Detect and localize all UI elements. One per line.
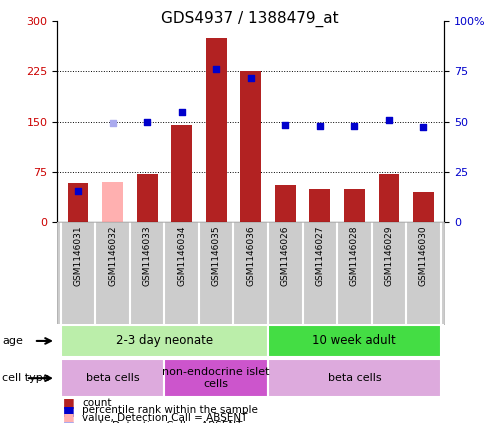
Text: GSM1146027: GSM1146027 <box>315 225 324 286</box>
Text: GSM1146031: GSM1146031 <box>73 225 83 286</box>
Text: 10 week adult: 10 week adult <box>312 335 396 347</box>
Bar <box>61 325 268 357</box>
Point <box>74 187 82 194</box>
Bar <box>102 182 123 222</box>
Text: GSM1146029: GSM1146029 <box>384 225 393 286</box>
Text: ■: ■ <box>62 396 74 409</box>
Bar <box>137 174 158 222</box>
Text: percentile rank within the sample: percentile rank within the sample <box>82 405 258 415</box>
Bar <box>68 183 88 222</box>
Bar <box>61 360 165 397</box>
Text: GSM1146035: GSM1146035 <box>212 225 221 286</box>
Bar <box>275 185 295 222</box>
Text: GSM1146034: GSM1146034 <box>177 225 186 286</box>
Point <box>419 124 427 130</box>
Text: beta cells: beta cells <box>327 373 381 383</box>
Text: value, Detection Call = ABSENT: value, Detection Call = ABSENT <box>82 413 248 423</box>
Bar <box>309 189 330 222</box>
Point <box>316 123 324 130</box>
Point <box>247 75 255 82</box>
Bar <box>171 125 192 222</box>
Text: rank, Detection Call = ABSENT: rank, Detection Call = ABSENT <box>82 420 243 423</box>
Bar <box>268 360 441 397</box>
Text: ■: ■ <box>62 419 74 423</box>
Text: GSM1146033: GSM1146033 <box>143 225 152 286</box>
Point <box>178 108 186 115</box>
Text: ■: ■ <box>62 412 74 423</box>
Bar <box>379 174 399 222</box>
Text: beta cells: beta cells <box>86 373 139 383</box>
Point <box>281 121 289 128</box>
Bar <box>241 71 261 222</box>
Bar <box>413 192 434 222</box>
Bar <box>206 38 227 222</box>
Text: age: age <box>2 336 23 346</box>
Bar <box>165 360 268 397</box>
Text: GSM1146028: GSM1146028 <box>350 225 359 286</box>
Point <box>212 66 220 73</box>
Text: GSM1146026: GSM1146026 <box>281 225 290 286</box>
Point <box>109 120 117 126</box>
Text: cell type: cell type <box>2 373 50 383</box>
Point <box>143 118 151 125</box>
Text: non-endocrine islet
cells: non-endocrine islet cells <box>163 367 270 389</box>
Text: GSM1146036: GSM1146036 <box>246 225 255 286</box>
Text: GSM1146030: GSM1146030 <box>419 225 428 286</box>
Point <box>385 116 393 123</box>
Bar <box>344 189 365 222</box>
Text: count: count <box>82 398 112 408</box>
Text: GDS4937 / 1388479_at: GDS4937 / 1388479_at <box>161 11 338 27</box>
Text: 2-3 day neonate: 2-3 day neonate <box>116 335 213 347</box>
Bar <box>268 325 441 357</box>
Text: ■: ■ <box>62 404 74 417</box>
Text: GSM1146032: GSM1146032 <box>108 225 117 286</box>
Point <box>350 123 358 130</box>
